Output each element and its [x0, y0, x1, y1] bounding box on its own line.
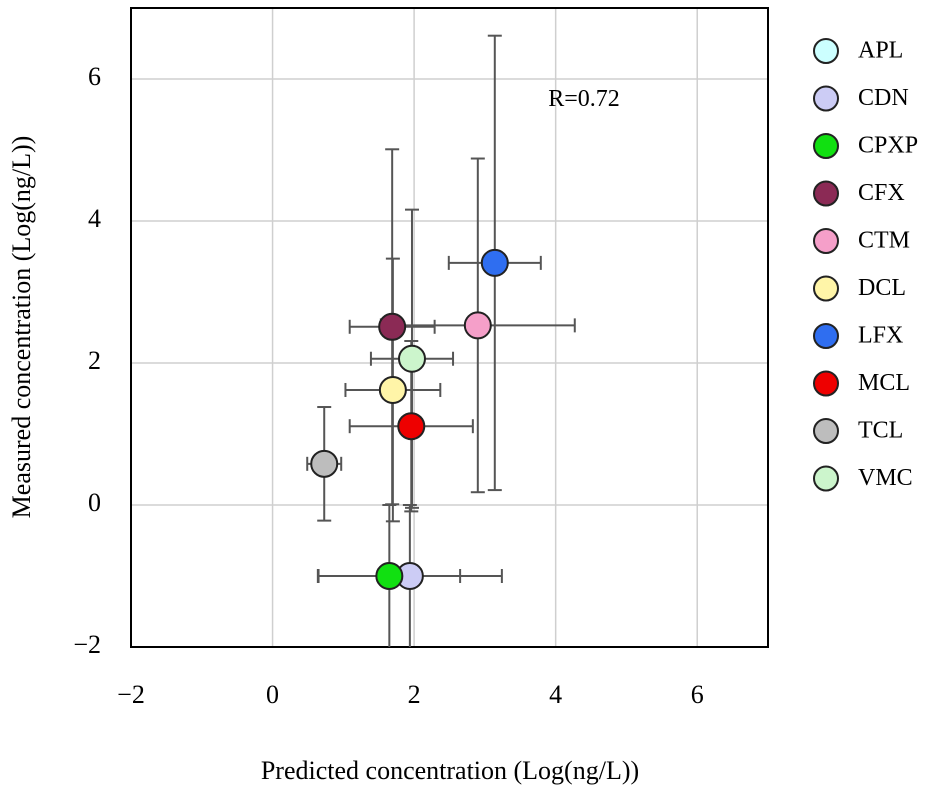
point: [463, 311, 492, 340]
y-tick-label: 6: [88, 62, 101, 91]
point: [480, 248, 509, 277]
legend-label: TCL: [858, 418, 903, 444]
y-tick-label: 4: [88, 204, 101, 233]
y-axis-title: Measured concentration (Log(ng/L)): [7, 136, 36, 519]
point: [397, 344, 426, 373]
point: [375, 562, 404, 590]
y-tick-label: 2: [88, 346, 101, 375]
x-tick-label: 2: [408, 680, 421, 709]
legend-marker: [813, 180, 839, 207]
point: [397, 412, 426, 441]
legend-marker: [813, 465, 839, 492]
legend-label: DCL: [858, 275, 906, 301]
legend-label: MCL: [858, 370, 910, 396]
x-tick-label: 4: [549, 680, 562, 709]
legend-marker: [813, 133, 839, 159]
x-tick-label: 6: [691, 680, 704, 709]
legend-label: CPXP: [858, 133, 918, 159]
legend-marker: [813, 38, 839, 64]
legend-label: CDN: [858, 85, 909, 111]
plot-frame: [130, 7, 769, 648]
legend-marker: [813, 85, 839, 112]
legend-label: LFX: [858, 323, 903, 349]
point: [310, 449, 339, 478]
x-tick-label: −2: [117, 680, 145, 709]
legend-marker: [813, 275, 839, 302]
point: [378, 312, 407, 341]
legend-marker: [813, 323, 839, 349]
y-tick-label: 0: [88, 488, 101, 517]
legend-label: CTM: [858, 228, 910, 254]
legend-marker: [813, 370, 839, 397]
x-axis-title: Predicted concentration (Log(ng/L)): [261, 756, 639, 785]
annotation: R=0.72: [548, 86, 620, 112]
legend-label: APL: [858, 38, 903, 64]
legend-label: CFX: [858, 180, 905, 206]
point: [378, 375, 407, 404]
x-tick-label: 0: [266, 680, 279, 709]
y-tick-label: −2: [73, 630, 101, 659]
legend-label: VMC: [858, 465, 913, 491]
legend-marker: [813, 418, 839, 444]
legend-marker: [813, 228, 839, 254]
